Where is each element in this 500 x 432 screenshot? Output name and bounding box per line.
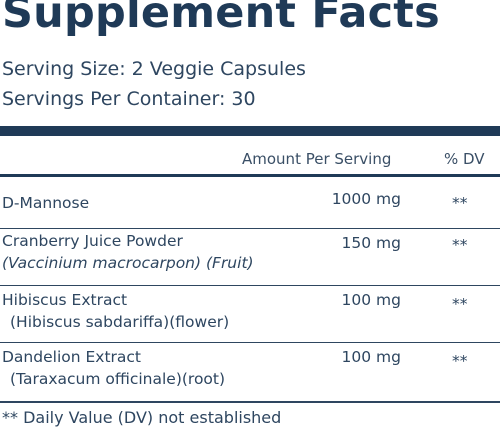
ingredient-detail: (Taraxacum officinale)(root) [10, 370, 226, 388]
ingredient-dv: ** [452, 236, 468, 254]
ingredient-dv: ** [452, 352, 468, 370]
ingredient-name: D-Mannose [2, 194, 90, 212]
table-row: Dandelion Extract (Taraxacum officinale)… [0, 348, 500, 400]
table-row: D-Mannose 1000 mg ** [0, 190, 500, 228]
row-divider [0, 228, 500, 229]
ingredient-dv: ** [452, 295, 468, 313]
ingredient-amount: 150 mg [341, 234, 401, 252]
table-row: Cranberry Juice Powder (Vaccinium macroc… [0, 232, 500, 284]
ingredient-name: Cranberry Juice Powder [2, 232, 183, 250]
header-dv: % DV [444, 150, 485, 168]
ingredient-detail: (Hibiscus sabdariffa)(flower) [10, 313, 230, 331]
ingredient-dv: ** [452, 194, 468, 212]
serving-size: Serving Size: 2 Veggie Capsules [2, 58, 306, 80]
row-divider [0, 401, 500, 403]
header-divider [0, 174, 500, 177]
footnote: ** Daily Value (DV) not established [2, 408, 282, 427]
header-amount: Amount Per Serving [242, 150, 392, 168]
ingredient-detail: (Vaccinium macrocarpon) (Fruit) [2, 254, 254, 272]
row-divider [0, 342, 500, 343]
table-row: Hibiscus Extract (Hibiscus sabdariffa)(f… [0, 291, 500, 341]
page-title: Supplement Facts [2, 0, 440, 38]
ingredient-name: Hibiscus Extract [2, 291, 128, 309]
servings-per-container: Servings Per Container: 30 [2, 88, 256, 110]
ingredient-amount: 100 mg [341, 291, 401, 309]
thick-divider [0, 126, 500, 136]
ingredient-amount: 1000 mg [331, 190, 401, 208]
ingredient-name: Dandelion Extract [2, 348, 141, 366]
ingredient-amount: 100 mg [341, 348, 401, 366]
row-divider [0, 285, 500, 286]
